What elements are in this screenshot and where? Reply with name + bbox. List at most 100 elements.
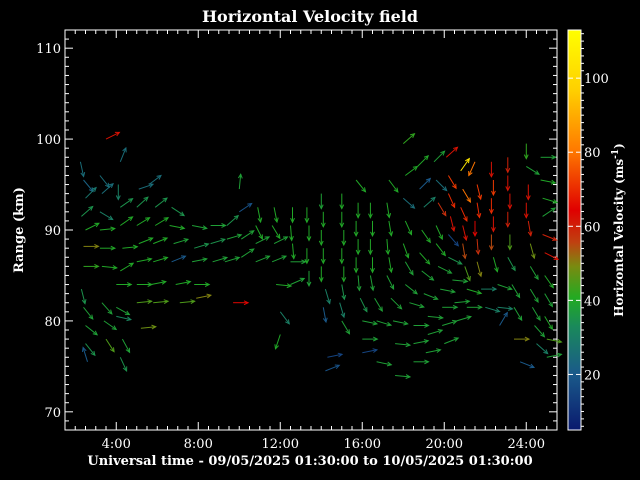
- arrow-shaft: [544, 316, 553, 330]
- arrow-head: [94, 263, 100, 269]
- arrow-shaft: [435, 179, 448, 191]
- arrow-shaft: [476, 202, 480, 218]
- velocity-arrow: [423, 196, 436, 208]
- velocity-arrow: [136, 299, 153, 305]
- velocity-arrow: [318, 230, 324, 247]
- velocity-arrow: [80, 288, 87, 305]
- arrow-shaft: [492, 257, 498, 272]
- velocity-arrow: [388, 257, 394, 274]
- velocity-arrow: [233, 300, 250, 306]
- velocity-arrow: [115, 184, 121, 201]
- arrow-shaft: [462, 243, 466, 259]
- arrow-shaft: [226, 215, 239, 226]
- velocity-arrow: [442, 319, 458, 326]
- arrow-head: [282, 236, 289, 241]
- velocity-arrow: [306, 225, 312, 242]
- arrow-head: [291, 254, 296, 260]
- velocity-arrow: [101, 302, 113, 315]
- velocity-arrow: [359, 297, 368, 313]
- arrow-head: [306, 236, 312, 242]
- arrow-head: [433, 295, 439, 300]
- colorbar-label-sup: -1: [611, 149, 621, 159]
- arrow-head: [340, 312, 346, 319]
- velocity-arrow: [179, 299, 196, 305]
- arrow-head: [237, 173, 243, 179]
- velocity-arrow: [304, 248, 310, 265]
- y-tick-label: 110: [36, 42, 61, 57]
- arrow-head: [94, 222, 100, 228]
- arrow-head: [466, 275, 471, 282]
- arrow-head: [477, 194, 483, 201]
- arrow-head: [505, 167, 511, 174]
- arrow-head: [179, 225, 186, 230]
- arrow-shaft: [341, 320, 350, 335]
- velocity-arrow: [362, 320, 379, 326]
- x-tick-label: 16:00: [344, 437, 381, 452]
- velocity-arrow: [449, 216, 456, 233]
- velocity-arrow: [339, 211, 345, 228]
- arrow-head: [341, 277, 347, 283]
- velocity-arrow: [116, 282, 133, 287]
- velocity-arrow: [402, 132, 416, 144]
- arrow-shaft: [81, 206, 94, 217]
- arrow-shaft: [476, 239, 479, 255]
- arrow-head: [326, 298, 331, 305]
- velocity-arrow: [404, 261, 414, 276]
- arrow-shaft: [99, 228, 115, 231]
- velocity-arrow: [388, 179, 399, 193]
- velocity-arrow: [395, 342, 412, 348]
- velocity-arrow: [388, 220, 394, 237]
- arrow-head: [318, 240, 324, 247]
- arrow-shaft: [454, 300, 470, 304]
- arrow-head: [523, 213, 529, 219]
- velocity-arrow: [523, 202, 529, 219]
- arrow-shaft: [341, 284, 345, 300]
- arrow-head: [163, 299, 170, 305]
- arrow-shaft: [292, 243, 295, 259]
- arrow-head: [511, 265, 516, 272]
- arrow-shaft: [395, 375, 411, 378]
- velocity-arrow: [79, 161, 86, 178]
- arrow-shaft: [445, 146, 458, 158]
- arrow-shaft: [374, 297, 383, 312]
- velocity-arrow: [435, 243, 447, 257]
- arrow-head: [452, 319, 458, 325]
- velocity-arrow: [136, 217, 151, 226]
- arrow-head: [452, 183, 457, 190]
- arrow-shaft: [136, 258, 152, 263]
- arrow-shaft: [468, 161, 476, 176]
- arrow-shaft: [423, 293, 438, 300]
- arrow-head: [114, 131, 121, 137]
- velocity-arrow: [85, 186, 97, 199]
- arrow-head: [122, 366, 128, 372]
- velocity-arrow: [475, 239, 481, 256]
- arrow-shaft: [120, 198, 133, 208]
- arrow-shaft: [105, 338, 115, 352]
- arrow-shaft: [413, 340, 429, 345]
- y-tick-label: 100: [36, 133, 61, 148]
- velocity-arrow: [492, 257, 499, 273]
- arrow-shaft: [121, 338, 131, 353]
- arrow-shaft: [255, 236, 270, 245]
- arrow-shaft: [136, 300, 152, 304]
- arrow-head: [491, 190, 496, 197]
- arrow-head: [488, 245, 494, 251]
- arrow-shaft: [85, 325, 98, 336]
- velocity-arrow: [413, 359, 430, 365]
- velocity-arrow: [507, 257, 516, 272]
- velocity-arrow: [447, 193, 456, 209]
- velocity-arrow: [175, 280, 192, 285]
- velocity-arrow: [153, 237, 169, 245]
- x-tick-label: 8:00: [184, 437, 213, 452]
- arrow-head: [505, 222, 511, 228]
- arrow-shaft: [271, 225, 281, 239]
- arrow-head: [243, 300, 250, 306]
- arrow-head: [423, 155, 430, 161]
- arrow-shaft: [529, 266, 539, 280]
- velocity-arrow: [341, 284, 347, 301]
- velocity-arrow: [105, 338, 115, 353]
- arrow-head: [179, 211, 186, 217]
- velocity-arrow: [339, 302, 346, 319]
- arrow-shaft: [210, 238, 226, 245]
- arrow-shaft: [456, 316, 472, 322]
